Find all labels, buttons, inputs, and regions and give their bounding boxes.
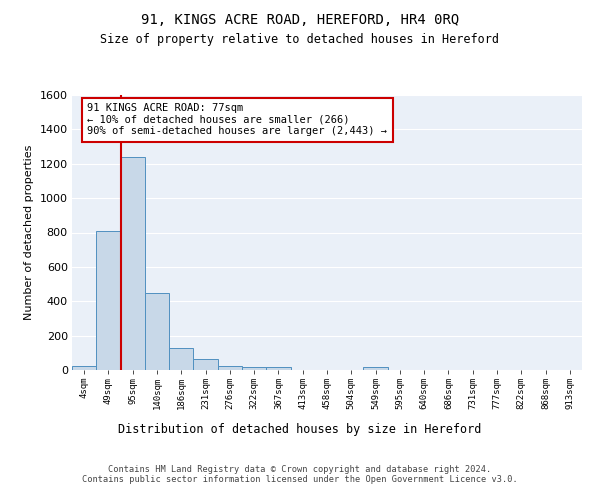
Bar	[96, 231, 121, 370]
Y-axis label: Number of detached properties: Number of detached properties	[24, 145, 34, 320]
Text: Contains HM Land Registry data © Crown copyright and database right 2024.
Contai: Contains HM Land Registry data © Crown c…	[82, 465, 518, 484]
Bar	[145, 292, 169, 370]
Bar	[193, 359, 218, 370]
Text: Size of property relative to detached houses in Hereford: Size of property relative to detached ho…	[101, 32, 499, 46]
Bar	[169, 348, 193, 370]
Bar	[266, 368, 290, 370]
Text: 91 KINGS ACRE ROAD: 77sqm
← 10% of detached houses are smaller (266)
90% of semi: 91 KINGS ACRE ROAD: 77sqm ← 10% of detac…	[88, 104, 388, 136]
Bar	[218, 366, 242, 370]
Text: 91, KINGS ACRE ROAD, HEREFORD, HR4 0RQ: 91, KINGS ACRE ROAD, HEREFORD, HR4 0RQ	[141, 12, 459, 26]
Bar	[242, 368, 266, 370]
Text: Distribution of detached houses by size in Hereford: Distribution of detached houses by size …	[118, 422, 482, 436]
Bar	[72, 366, 96, 370]
Bar	[364, 368, 388, 370]
Bar	[121, 157, 145, 370]
